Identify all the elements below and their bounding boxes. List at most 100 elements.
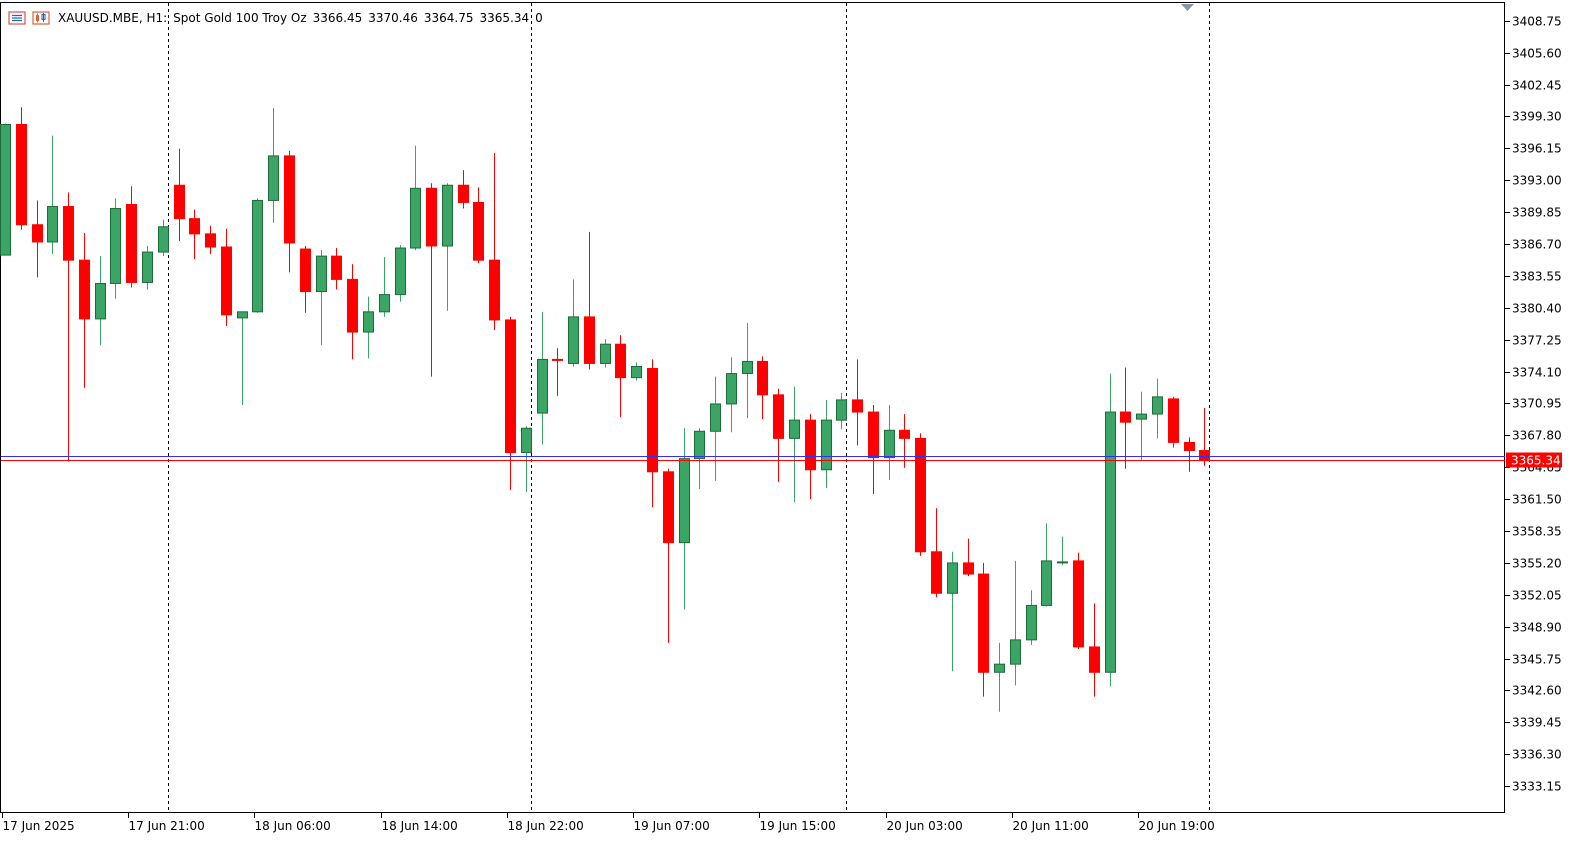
candle-body[interactable] (726, 373, 737, 405)
candle-body[interactable] (32, 224, 43, 243)
candle-body[interactable] (884, 429, 895, 459)
candles-icon[interactable] (32, 11, 50, 25)
price-tick-label: 3396.15 (1512, 142, 1562, 156)
candle-body[interactable] (789, 419, 800, 439)
candle-body[interactable] (237, 311, 248, 319)
candle-body[interactable] (110, 208, 121, 284)
open-value: 3366.45 (312, 11, 363, 25)
candle-body[interactable] (1136, 413, 1147, 420)
candle-body[interactable] (426, 187, 437, 247)
candle-body[interactable] (805, 419, 816, 471)
candle-body[interactable] (95, 282, 106, 320)
price-tick-label: 3380.40 (1512, 302, 1562, 316)
candle-body[interactable] (142, 251, 153, 283)
candle-body[interactable] (189, 218, 200, 235)
candle-body[interactable] (347, 278, 358, 333)
candle-body[interactable] (757, 360, 768, 396)
price-tick-label: 3355.20 (1512, 557, 1562, 571)
candle-body[interactable] (0, 124, 11, 256)
candle-body[interactable] (379, 294, 390, 313)
current-price-label: 3365.34 (1511, 454, 1561, 468)
candle-body[interactable] (899, 429, 910, 439)
candle-body[interactable] (252, 199, 263, 313)
candle-body[interactable] (915, 437, 926, 553)
candle-body[interactable] (1010, 639, 1021, 665)
candle-body[interactable] (300, 248, 311, 293)
candle-body[interactable] (631, 365, 642, 379)
candle-body[interactable] (505, 319, 516, 454)
candle-body[interactable] (284, 155, 295, 244)
candle-body[interactable] (63, 206, 74, 261)
candle-body[interactable] (331, 255, 342, 280)
candle-body[interactable] (647, 368, 658, 473)
candle-body[interactable] (410, 187, 421, 249)
candle-body[interactable] (442, 184, 453, 247)
candle-body[interactable] (694, 430, 705, 460)
candle-body[interactable] (584, 316, 595, 364)
candle-body[interactable] (552, 358, 563, 361)
candle-body[interactable] (663, 471, 674, 544)
plot-frame (0, 2, 1505, 813)
candle-body[interactable] (1041, 560, 1052, 606)
candle-body[interactable] (710, 403, 721, 432)
candle-body[interactable] (158, 226, 169, 253)
price-tick-label: 3333.15 (1512, 780, 1562, 794)
candle-body[interactable] (1105, 411, 1116, 673)
candle-body[interactable] (994, 663, 1005, 673)
candle-body[interactable] (16, 124, 27, 226)
candle-body[interactable] (1120, 411, 1131, 423)
candle-body[interactable] (978, 573, 989, 673)
candle-body[interactable] (221, 246, 232, 316)
candle-body[interactable] (489, 259, 500, 321)
candle-body[interactable] (537, 358, 548, 414)
candle-body[interactable] (836, 399, 847, 421)
time-tick-label: 19 Jun 15:00 (760, 819, 836, 833)
candle-body[interactable] (316, 255, 327, 293)
price-tick-label: 3352.05 (1512, 589, 1562, 603)
candle-body[interactable] (1168, 398, 1179, 443)
candle-body[interactable] (600, 343, 611, 364)
candle-body[interactable] (126, 203, 137, 283)
candle-body[interactable] (1057, 561, 1068, 564)
candle-body[interactable] (1026, 604, 1037, 641)
candle-body[interactable] (931, 551, 942, 594)
candle-body[interactable] (963, 562, 974, 575)
candle-body[interactable] (821, 419, 832, 471)
candle-body[interactable] (395, 247, 406, 296)
list-icon[interactable] (8, 11, 26, 25)
price-tick-label: 3399.30 (1512, 110, 1562, 124)
price-tick-label: 3361.50 (1512, 493, 1562, 507)
dropdown-arrow-icon[interactable] (1181, 4, 1194, 11)
time-tick-label: 20 Jun 19:00 (1139, 819, 1215, 833)
candle-body[interactable] (1184, 441, 1195, 452)
current-price-badge (1506, 452, 1562, 468)
candle-body[interactable] (521, 427, 532, 454)
candle-body[interactable] (868, 411, 879, 459)
candle-body[interactable] (568, 316, 579, 364)
candle-body[interactable] (1073, 560, 1084, 648)
candle-body[interactable] (174, 184, 185, 220)
candle-body[interactable] (205, 233, 216, 248)
candle-body[interactable] (947, 562, 958, 594)
candle-body[interactable] (773, 394, 784, 439)
high-value: 3370.46 (368, 11, 418, 25)
candle-body[interactable] (1152, 396, 1163, 415)
price-tick-label: 3342.60 (1512, 684, 1562, 698)
price-tick-label: 3367.80 (1512, 429, 1562, 443)
candle-body[interactable] (852, 399, 863, 413)
candle-body[interactable] (473, 201, 484, 261)
candle-body[interactable] (679, 458, 690, 544)
candle-body[interactable] (79, 259, 90, 320)
candle-body[interactable] (458, 184, 469, 203)
candle-body[interactable] (363, 311, 374, 333)
candle-body[interactable] (47, 206, 58, 243)
candle-body[interactable] (1089, 646, 1100, 673)
candle-body[interactable] (742, 360, 753, 375)
candle-body[interactable] (1199, 450, 1210, 462)
candle-body[interactable] (615, 343, 626, 379)
price-tick-label: 3370.95 (1512, 397, 1562, 411)
candle-body[interactable] (268, 155, 279, 201)
low-value: 3364.75 (423, 11, 474, 25)
